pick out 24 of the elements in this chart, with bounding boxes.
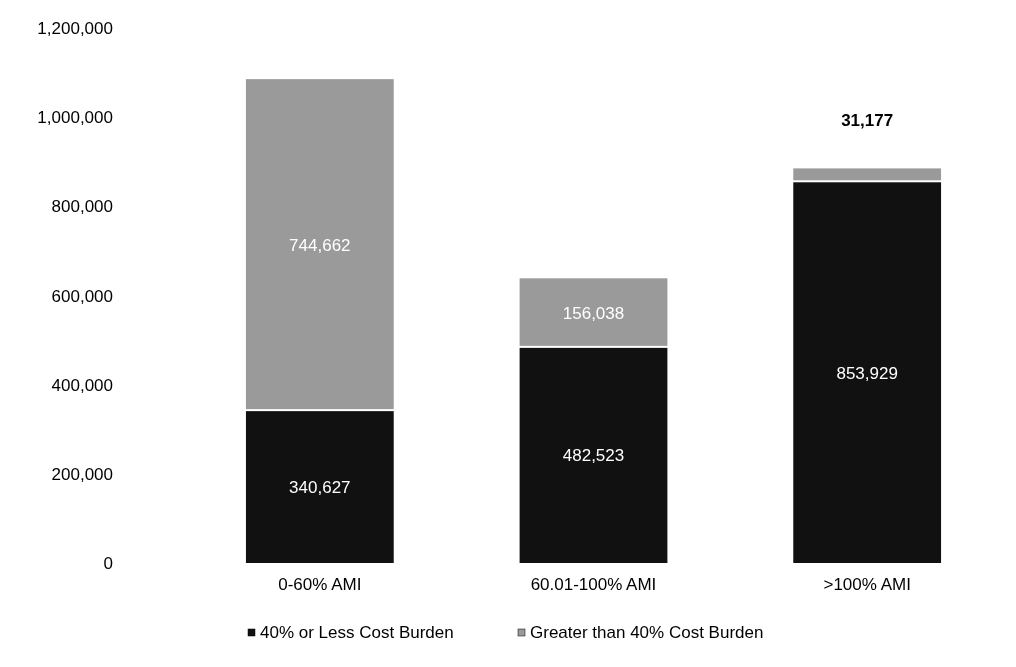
y-tick-label: 600,000 (51, 286, 113, 306)
y-tick-label: 200,000 (51, 464, 113, 484)
legend-label: 40% or Less Cost Burden (260, 623, 454, 642)
bar (245, 79, 394, 410)
y-tick-label: 400,000 (51, 375, 113, 395)
y-tick-label: 1,000,000 (37, 108, 113, 128)
data-label: 156,038 (562, 304, 625, 324)
y-tick-label: 0 (103, 554, 113, 573)
x-tick-label: >100% AMI (823, 575, 911, 594)
x-tick-label: 0-60% AMI (278, 575, 362, 594)
bar (245, 411, 394, 563)
data-label: 340,627 (289, 478, 351, 498)
bar (793, 182, 942, 563)
data-label: 31,177 (841, 111, 894, 131)
x-tick-label: 60.01-100% AMI (530, 575, 657, 594)
bar (793, 168, 942, 181)
legend-label: Greater than 40% Cost Burden (530, 623, 764, 642)
data-label: 853,929 (836, 363, 898, 383)
bar (519, 278, 668, 346)
y-tick-label: 1,200,000 (37, 19, 113, 38)
data-label: 744,662 (289, 236, 351, 256)
data-label: 482,523 (562, 446, 625, 466)
bar (519, 347, 668, 563)
y-tick-label: 800,000 (51, 197, 113, 217)
